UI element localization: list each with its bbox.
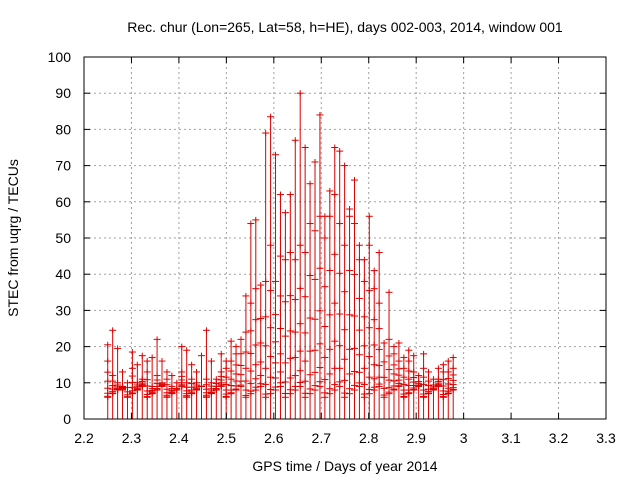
y-tick-label: 60 [55, 194, 71, 210]
x-tick-label: 3.2 [549, 430, 569, 446]
y-tick-label: 80 [55, 121, 71, 137]
y-tick-label: 20 [55, 339, 71, 355]
x-tick-label: 2.3 [122, 430, 142, 446]
y-tick-label: 30 [55, 302, 71, 318]
y-tick-label: 100 [48, 49, 72, 65]
x-tick-label: 2.2 [74, 430, 94, 446]
axis-ticks: 2.2 2.3 2.4 2.5 2.6 2.7 2.8 2.9 3 3.1 3.2 3.3 0 10 20 3… [48, 49, 616, 446]
y-tick-label: 70 [55, 158, 71, 174]
y-tick-label: 50 [55, 230, 71, 246]
y-tick-label: 90 [55, 85, 71, 101]
y-tick-label: 0 [63, 411, 71, 427]
x-tick-label: 2.6 [264, 430, 284, 446]
x-tick-label: 2.4 [169, 430, 189, 446]
x-tick-label: 3.3 [596, 430, 616, 446]
data-points [104, 90, 457, 419]
chart-title: Rec. chur (Lon=265, Lat=58, h=HE), days … [127, 19, 563, 35]
y-axis-label: STEC from uqrg / TECUs [5, 159, 21, 317]
x-tick-label: 2.5 [217, 430, 237, 446]
x-tick-label: 3.1 [501, 430, 521, 446]
y-tick-label: 10 [55, 375, 71, 391]
x-tick-label: 2.9 [406, 430, 426, 446]
y-tick-label: 40 [55, 266, 71, 282]
x-tick-label: 2.8 [359, 430, 379, 446]
x-tick-label: 3 [460, 430, 468, 446]
x-tick-label: 2.7 [312, 430, 332, 446]
x-axis-label: GPS time / Days of year 2014 [252, 458, 437, 474]
